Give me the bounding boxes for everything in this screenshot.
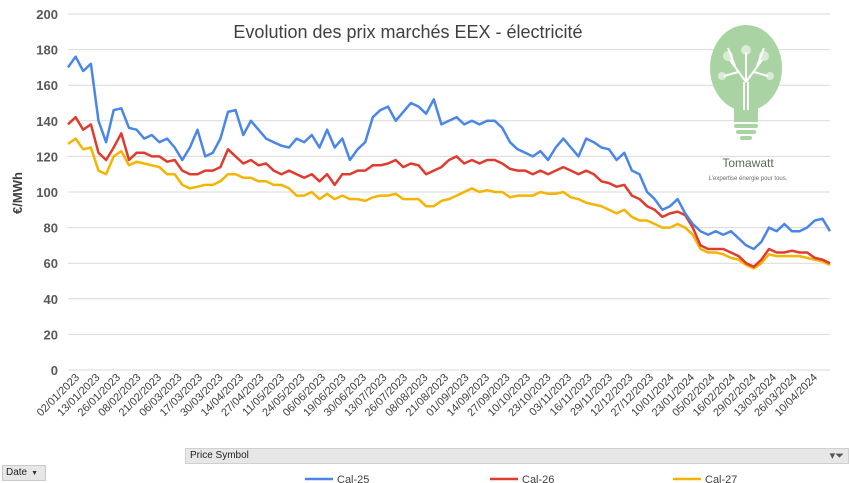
logo-tagline: L'expertise énergie pour tous. — [709, 176, 788, 182]
lightbulb-tree-icon — [710, 25, 782, 140]
series-lines — [66, 55, 832, 270]
y-tick-label: 140 — [36, 114, 58, 129]
y-axis-label: €/MWh — [10, 172, 25, 214]
y-tick-label: 40 — [44, 292, 58, 307]
y-tick-label: 160 — [36, 78, 58, 93]
y-tick-label: 80 — [44, 221, 58, 236]
legend-label: Cal-26 — [522, 474, 554, 483]
filter-icon[interactable]: ▾⏷ — [829, 450, 844, 462]
y-tick-label: 120 — [36, 149, 58, 164]
legend: Cal-25 Cal-26 Cal-27 — [305, 474, 737, 483]
series-line-cal-26 — [67, 115, 831, 269]
date-field-button[interactable]: Date ▼ — [2, 465, 46, 481]
date-button-label: Date — [6, 467, 28, 478]
price-symbol-filter[interactable]: Price Symbol ▾⏷ — [185, 448, 849, 464]
y-tick-label: 200 — [36, 7, 58, 22]
logo-brand-name: Tomawatt — [722, 156, 774, 170]
dropdown-arrow-icon: ▼ — [31, 470, 39, 477]
y-axis-ticks: 0 20 40 60 80 100 120 140 160 180 200 — [36, 7, 58, 378]
y-tick-label: 60 — [44, 256, 58, 271]
y-tick-label: 0 — [51, 363, 58, 378]
gridlines — [68, 13, 830, 371]
chart-title: Evolution des prix marchés EEX - électri… — [233, 22, 582, 42]
x-axis-ticks: 02/01/202313/01/202326/01/202308/02/2023… — [35, 372, 820, 419]
y-tick-label: 20 — [44, 327, 58, 342]
legend-label: Cal-25 — [337, 474, 369, 483]
price-symbol-label: Price Symbol — [190, 450, 249, 461]
logo: Tomawatt L'expertise énergie pour tous. — [709, 25, 788, 182]
y-tick-label: 180 — [36, 43, 58, 58]
y-tick-label: 100 — [36, 185, 58, 200]
series-line-cal-25 — [66, 55, 832, 251]
legend-label: Cal-27 — [705, 474, 737, 483]
series-line-cal-27 — [67, 137, 831, 270]
